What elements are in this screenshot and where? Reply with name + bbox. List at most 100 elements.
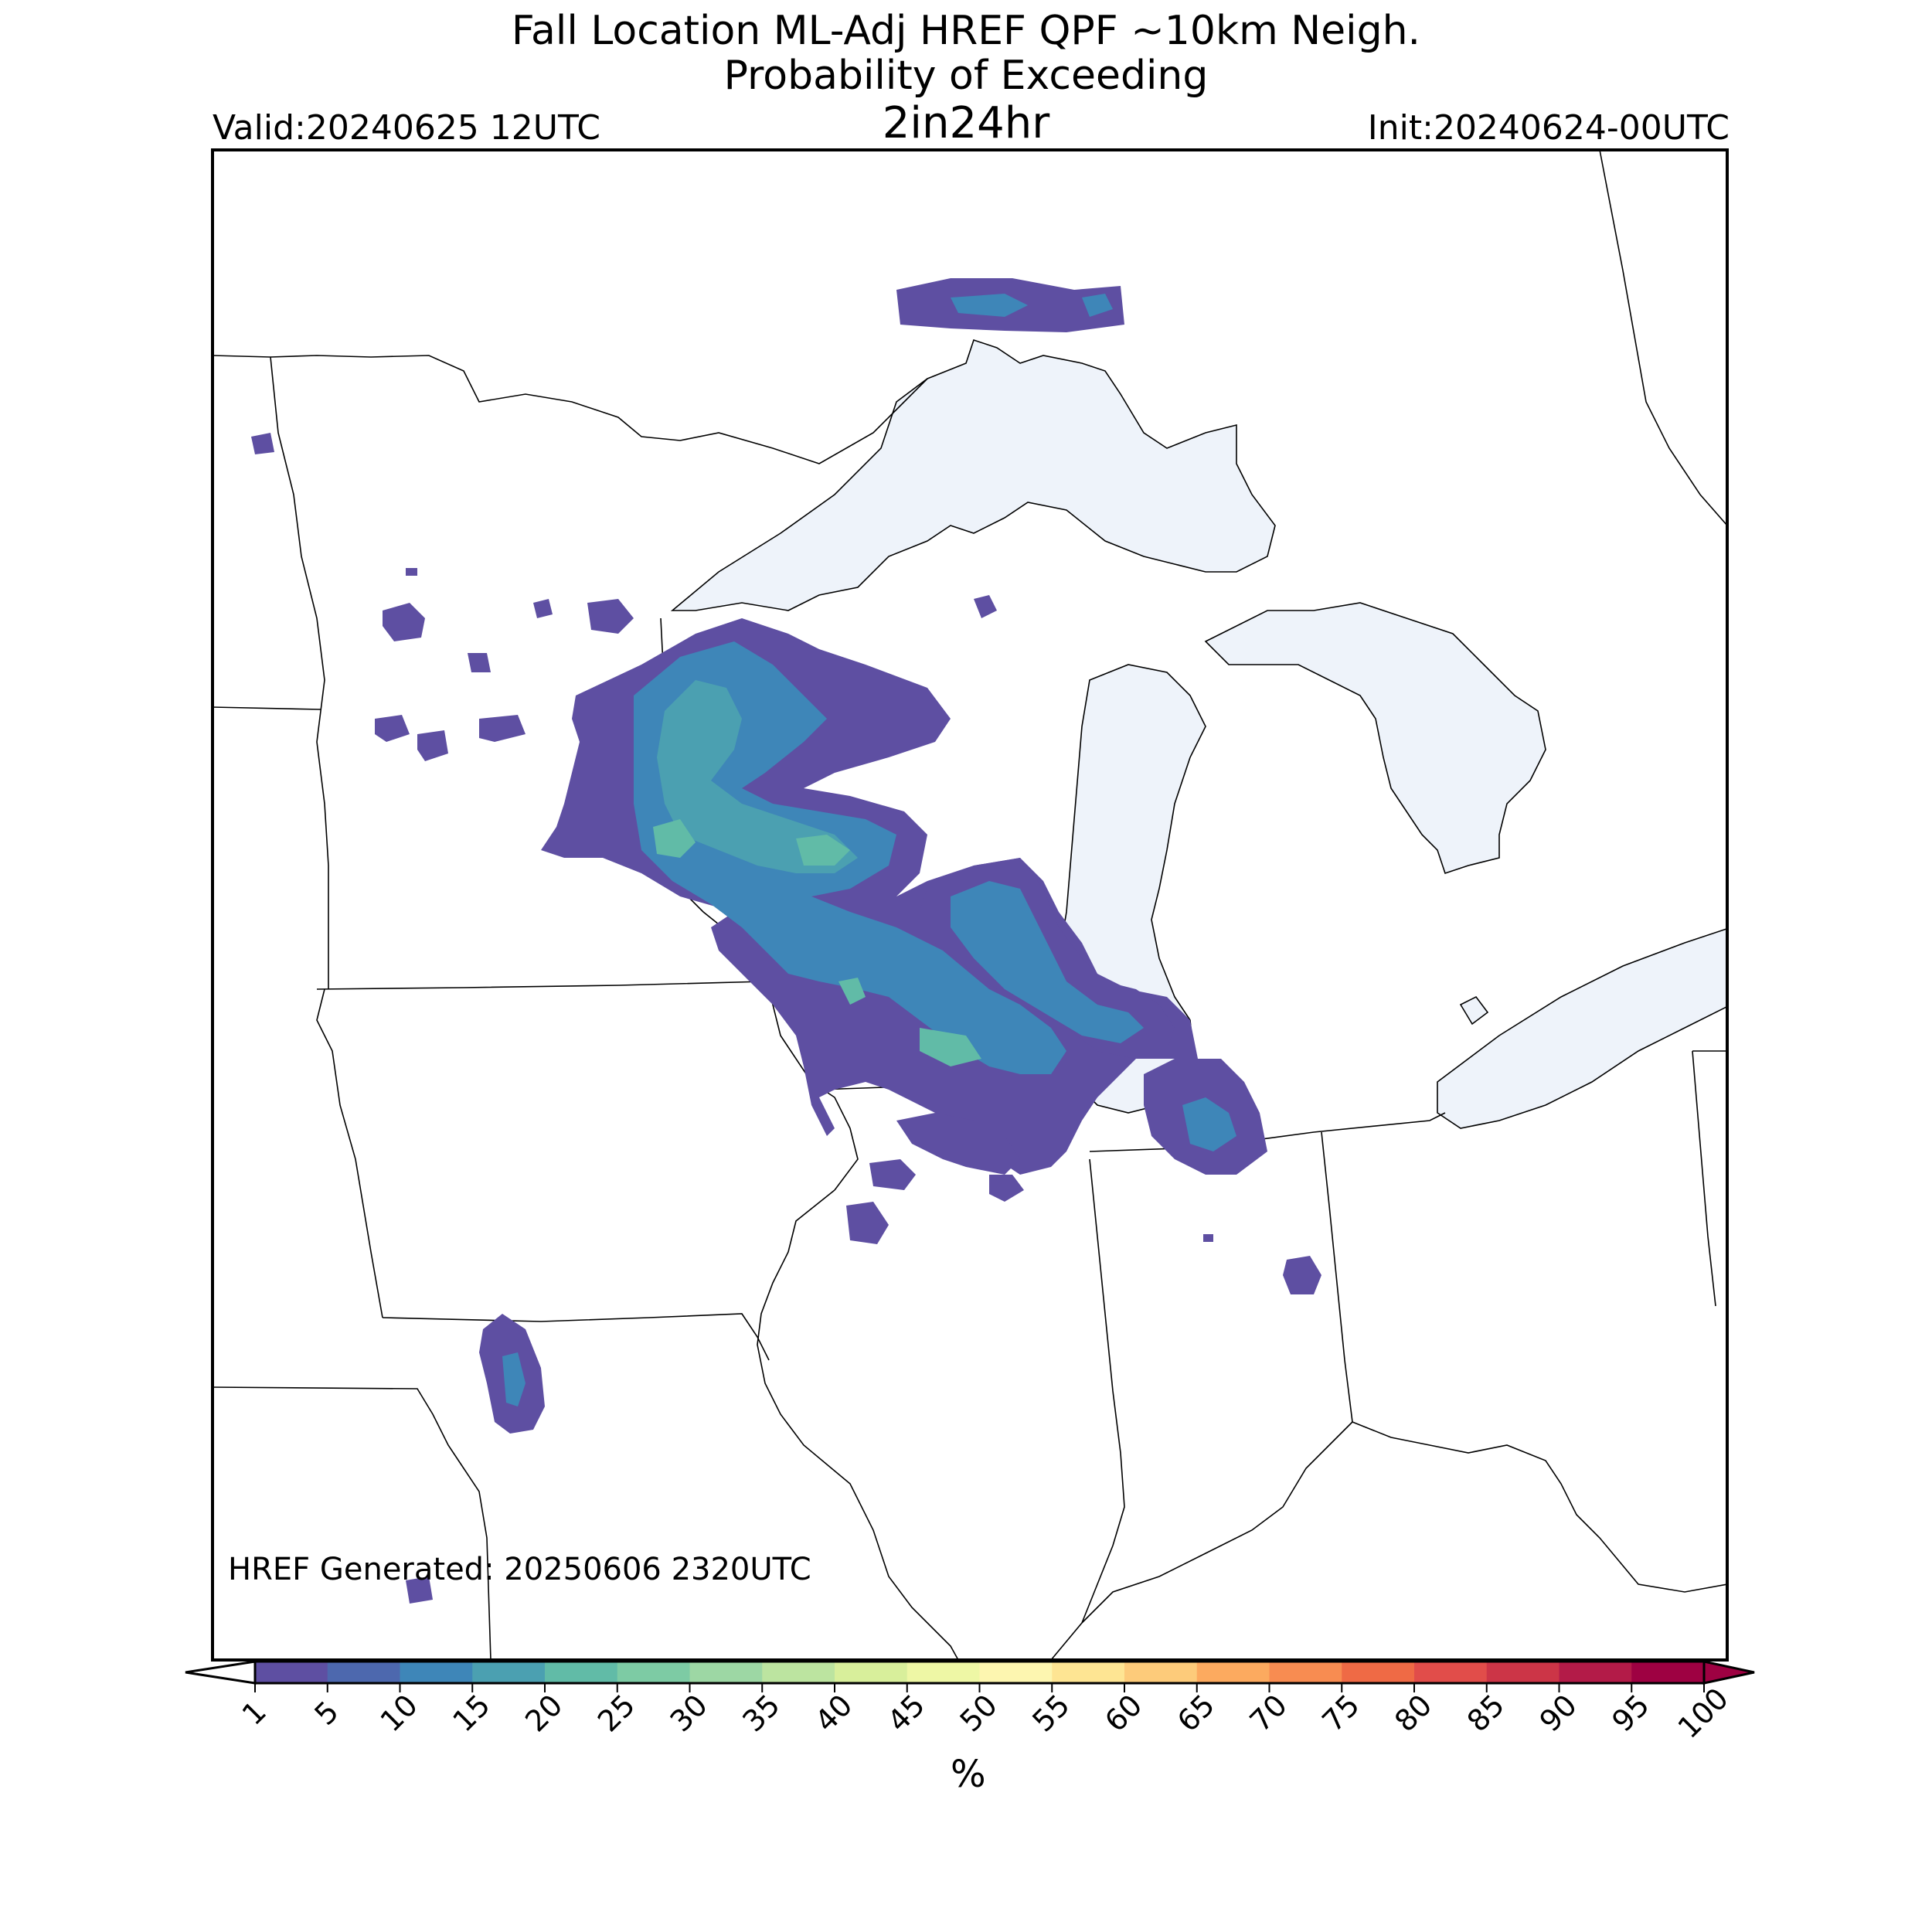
colorbar-segment (906, 1662, 980, 1683)
colorbar-tick-label: 35 (736, 1688, 786, 1738)
blob-il-2 (869, 1159, 916, 1190)
chart-subtitle: Probability of Exceeding (723, 53, 1209, 99)
in-mi-border (1089, 1112, 1446, 1152)
dakota-divider (213, 706, 321, 710)
colorbar-segment (762, 1662, 835, 1683)
colorbar-segment (1052, 1662, 1125, 1683)
colorbar-segment (1269, 1662, 1342, 1683)
init-time-label: Init:20240624-00UTC (1367, 108, 1730, 148)
main-band-3 (657, 680, 858, 873)
missouri-border (213, 1386, 492, 1660)
colorbar-tick-label: 60 (1098, 1688, 1148, 1738)
blob-mn-7 (587, 599, 634, 634)
colorbar-tick-label: 65 (1171, 1688, 1221, 1738)
colorbar-tick-label: 45 (881, 1688, 931, 1738)
lake-erie (1437, 927, 1727, 1129)
colorbar-tick-label: 5 (308, 1695, 345, 1732)
colorbar-segment (545, 1662, 618, 1683)
map-content (213, 150, 1727, 1660)
oh-pa-border (1692, 1050, 1716, 1307)
blob-il-3 (989, 1175, 1024, 1202)
map-frame (211, 148, 1729, 1662)
colorbar-tick-label: 50 (954, 1688, 1004, 1738)
colorbar-tick-label: 15 (446, 1688, 496, 1738)
blob-mn-6 (533, 599, 553, 618)
colorbar-segment (400, 1662, 473, 1683)
colorbar-segment (1124, 1662, 1198, 1683)
colorbar-tick-label: 10 (374, 1688, 424, 1738)
blob-il-4 (846, 1202, 889, 1244)
colorbar: 1 5 10 15 20 25 30 35 40 45 50 55 60 65 70 75 80 85 90 95 10… (185, 1660, 1755, 1745)
blob-superior-north-inner2 (1082, 294, 1113, 317)
core-3 (838, 978, 866, 1005)
colorbar-segment (617, 1662, 690, 1683)
lake-superior (670, 338, 1276, 611)
ontario-quebec (1599, 150, 1727, 526)
blob-in (1283, 1256, 1321, 1294)
colorbar-segment (689, 1662, 763, 1683)
blob-mn-3 (417, 730, 448, 761)
colorbar-segment (1486, 1662, 1560, 1683)
colorbar-tick-label: 75 (1315, 1688, 1366, 1738)
blob-mn-2 (375, 715, 410, 742)
core-2 (796, 835, 850, 866)
ohio-river (1352, 1421, 1727, 1593)
colorbar-segment (255, 1662, 328, 1683)
lakes (670, 338, 1727, 1129)
colorbar-over-extension (1702, 1660, 1755, 1685)
colorbar-unit-label: % (951, 1753, 986, 1796)
colorbar-tick-label: 90 (1533, 1688, 1583, 1738)
colorbar-segment (1342, 1662, 1415, 1683)
colorbar-tick-label: 80 (1388, 1688, 1438, 1738)
minnesota-west (270, 356, 329, 989)
blob-il-1 (896, 1113, 1020, 1175)
blob-mn-5 (468, 653, 491, 672)
probability-fill (251, 278, 1321, 1604)
blob-in-small (1203, 1234, 1213, 1242)
colorbar-segment (1414, 1662, 1488, 1683)
colorbar-segment (472, 1662, 546, 1683)
chart-title: Fall Location ML-Adj HREF QPF ~10km Neig… (511, 8, 1421, 54)
blob-mi-south-inner (1182, 1097, 1236, 1151)
generated-stamp: HREF Generated: 20250606 2320UTC (228, 1552, 811, 1587)
colorbar-segment (979, 1662, 1053, 1683)
blob-mo-inner (502, 1352, 526, 1406)
iowa-west (316, 988, 383, 1318)
colorbar-tick-label: 85 (1461, 1688, 1511, 1738)
colorbar-tick-label: 100 (1672, 1682, 1735, 1745)
blob-nd (251, 433, 274, 454)
colorbar-tick-label: 55 (1026, 1688, 1076, 1738)
iowa-south (382, 1313, 770, 1361)
blob-mn-1 (383, 603, 425, 641)
colorbar-tick-label: 30 (664, 1688, 714, 1738)
colorbar-segment (835, 1662, 908, 1683)
canada-border (213, 355, 928, 464)
minnesota-iowa (316, 981, 766, 990)
colorbar-segment (327, 1662, 400, 1683)
colorbar-tick-label: 95 (1605, 1688, 1655, 1738)
colorbar-tick-label: 25 (591, 1688, 641, 1738)
colorbar-tick-label: 1 (236, 1695, 273, 1732)
core-4 (920, 1028, 981, 1066)
blob-up (974, 595, 997, 618)
band-east-inner (951, 881, 1144, 1043)
colorbar-segment (1631, 1662, 1705, 1683)
colorbar-tick-label: 70 (1243, 1688, 1294, 1738)
in-ky-river (1081, 1421, 1353, 1624)
colorbar-under-extension (185, 1660, 257, 1685)
lake-huron (1204, 602, 1546, 875)
lake-st-clair (1459, 995, 1489, 1026)
valid-time-label: Valid:20240625 12UTC (213, 108, 601, 148)
threshold-label: 2in24hr (882, 98, 1050, 148)
blob-mn-8 (406, 568, 417, 576)
blob-ks (406, 1577, 433, 1604)
colorbar-tick-label: 40 (808, 1688, 859, 1738)
core-1 (653, 819, 696, 858)
mississippi-il (757, 1189, 959, 1660)
colorbar-segment (1559, 1662, 1632, 1683)
colorbar-segment (1196, 1662, 1270, 1683)
il-in-border (1050, 1158, 1125, 1660)
in-oh-border (1321, 1131, 1353, 1423)
blob-superior-north-inner (951, 294, 1028, 317)
